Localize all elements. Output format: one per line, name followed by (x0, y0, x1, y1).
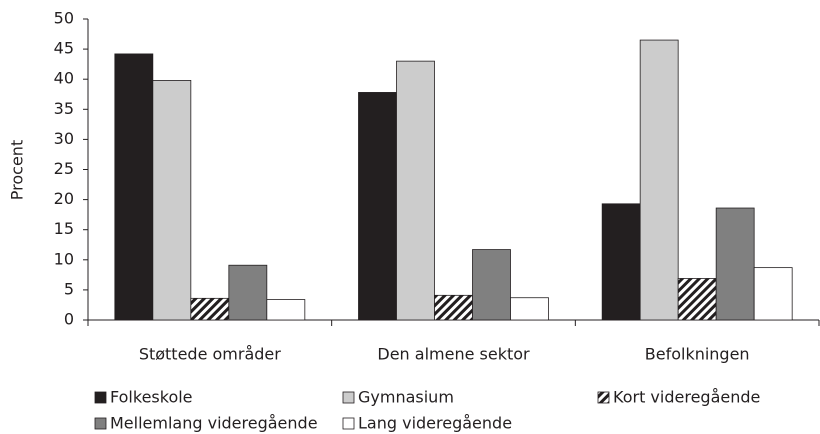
bar (152, 80, 192, 321)
y-tick-label: 45 (54, 39, 74, 58)
bar (358, 92, 397, 321)
legend-label: Kort videregående (613, 388, 760, 407)
y-tick-label: 20 (54, 189, 74, 208)
legend-swatch (94, 417, 107, 430)
bar (639, 39, 679, 321)
y-tick-label: 5 (64, 279, 74, 298)
bar (228, 264, 268, 321)
legend-label: Gymnasium (358, 388, 454, 407)
legend-swatch (342, 391, 355, 404)
bar (601, 203, 641, 321)
legend-swatch (597, 391, 610, 404)
legend-label: Mellemlang videregående (110, 414, 318, 433)
y-tick-label: 40 (54, 69, 74, 88)
y-tick-label: 50 (54, 9, 74, 28)
bar (753, 267, 793, 321)
x-tick-label: Befolkningen (645, 345, 750, 364)
bar (396, 60, 435, 321)
legend-label: Folkeskole (110, 388, 193, 407)
y-tick-label: 10 (54, 249, 74, 268)
bar (190, 297, 230, 321)
y-tick-label: 0 (64, 310, 74, 329)
legend-label: Lang videregående (358, 414, 512, 433)
legend-swatch (94, 391, 107, 404)
y-tick-label: 25 (54, 159, 74, 178)
legend-swatch (342, 417, 355, 430)
bar (472, 249, 511, 321)
bar (510, 297, 549, 321)
y-axis-label: Procent (8, 140, 27, 200)
y-tick-label: 30 (54, 129, 74, 148)
bar (114, 53, 154, 321)
bar (715, 207, 755, 321)
bar (677, 278, 717, 321)
y-tick-label: 35 (54, 99, 74, 118)
x-tick-label: Støttede områder (139, 345, 281, 364)
bar (434, 294, 473, 321)
y-tick-label: 15 (54, 219, 74, 238)
x-tick-label: Den almene sektor (377, 345, 530, 364)
bar (266, 299, 306, 321)
